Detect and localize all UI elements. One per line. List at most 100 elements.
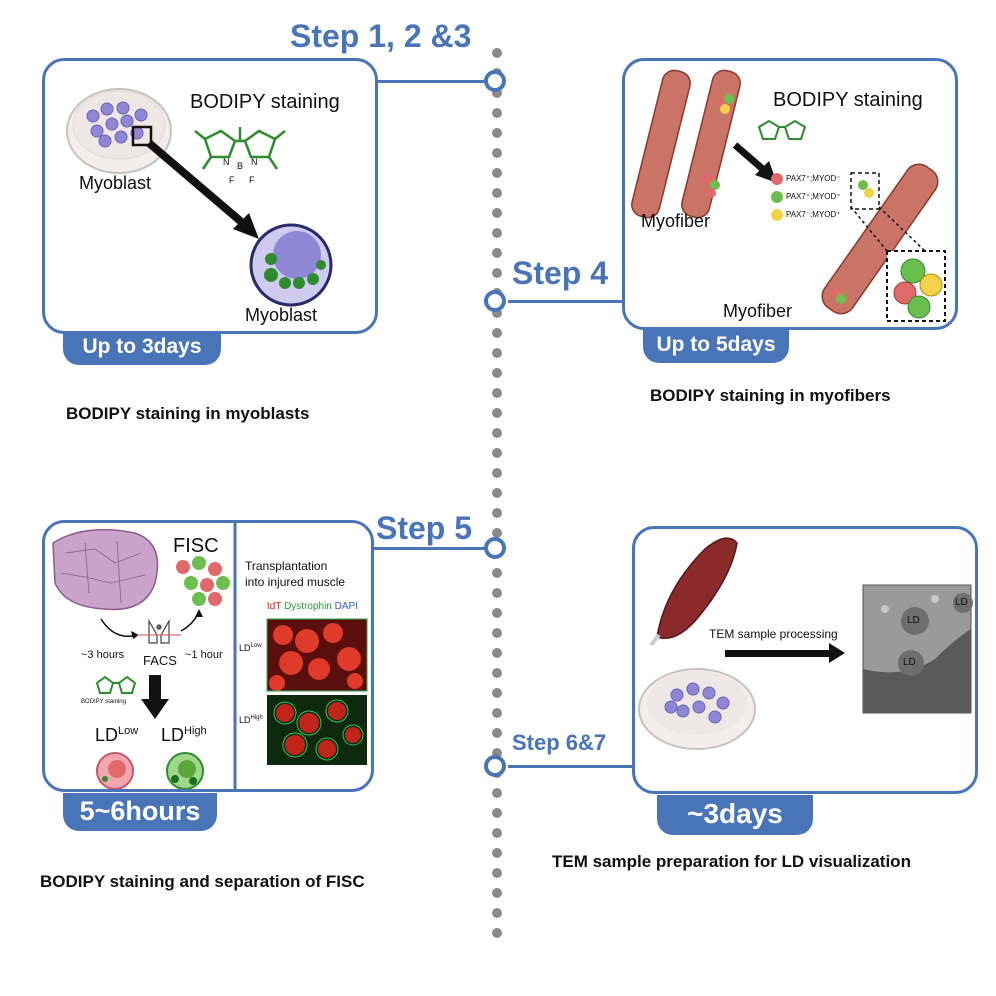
- timeline-dot: [492, 688, 502, 698]
- legend-green-dot: [771, 191, 783, 203]
- step-5-title: Step 5: [376, 510, 473, 546]
- myoblast-dish-label: Myoblast: [79, 173, 152, 193]
- ld-low-sup: Low: [118, 725, 139, 737]
- fisc-label: FISC: [173, 535, 219, 557]
- legend-label: PAX7⁺;MYOD⁺: [786, 192, 841, 202]
- connector-step-1: [378, 80, 486, 83]
- bodipy-molecule-small: [757, 119, 807, 140]
- legend-yellow-dot: [771, 209, 783, 221]
- step-4-title: Step 4: [512, 255, 609, 291]
- step-1-2-3-title: Step 1, 2 &3: [290, 18, 472, 54]
- timeline-dot: [492, 848, 502, 858]
- img-ld-low-label: LDLow: [239, 643, 262, 653]
- timeline-dot: [492, 588, 502, 598]
- duration-badge-step-1: Up to 3days: [63, 331, 221, 365]
- tem-illustration: [638, 537, 973, 750]
- fisc-cells: [176, 556, 230, 606]
- duration-badge-step-5: 5~6hours: [63, 793, 217, 831]
- timeline-node-step-6-7: [484, 755, 506, 777]
- timeline-dot: [492, 248, 502, 258]
- legend-red-dot: [771, 173, 783, 185]
- stain-tdt: tdT: [267, 601, 282, 612]
- bodipy-label: BODIPY staining: [190, 91, 340, 113]
- facs-device: [137, 618, 181, 644]
- myofiber-right: [821, 163, 939, 315]
- timeline-dot: [492, 908, 502, 918]
- timeline-dot: [492, 788, 502, 798]
- svg-text:B: B: [237, 161, 243, 171]
- img-ld-high-text: LD: [239, 715, 251, 725]
- timeline-dot: [492, 808, 502, 818]
- timeline-node-step-5: [484, 537, 506, 559]
- legend-label: PAX7⁺;MYOD⁻: [786, 174, 841, 184]
- stain-dystrophin: Dystrophin: [284, 601, 332, 612]
- timeline-dot: [492, 608, 502, 618]
- bodipy-molecule: [194, 127, 286, 170]
- svg-text:F: F: [229, 175, 235, 185]
- bodipy-small-label: BODIPY staining: [81, 699, 126, 705]
- timeline-node-step-4: [484, 290, 506, 312]
- satellite-cells-left: [702, 94, 734, 198]
- legend-label: PAX7⁻;MYOD⁺: [786, 210, 841, 220]
- timeline-dot: [492, 448, 502, 458]
- timeline-dot: [492, 748, 502, 758]
- timeline-dot: [492, 88, 502, 98]
- connector-step-5: [372, 547, 486, 550]
- svg-text:N: N: [251, 157, 258, 167]
- timeline-dot: [492, 628, 502, 638]
- timeline-dot: [492, 728, 502, 738]
- tem-ld-label-3: LD: [903, 657, 916, 668]
- timeline-dot: [492, 428, 502, 438]
- transplant-line2: into injured muscle: [245, 575, 346, 589]
- tem-processing-label: TEM sample processing: [709, 627, 838, 641]
- ld-high-text: LD: [161, 725, 185, 745]
- timeline-dot: [492, 928, 502, 938]
- timeline-dot: [492, 188, 502, 198]
- duration-badge-step-4: Up to 5days: [643, 329, 789, 363]
- caption-tem: TEM sample preparation for LD visualizat…: [552, 852, 911, 871]
- bodipy-molecule-small: [95, 675, 137, 694]
- myofiber-left-label: Myofiber: [641, 211, 711, 231]
- caption-myofibers: BODIPY staining in myofibers: [650, 386, 891, 405]
- timeline-dot: [492, 568, 502, 578]
- timeline-dot: [492, 868, 502, 878]
- myoblast-staining-illustration: N B N F F: [66, 88, 333, 307]
- legend-pax7-pos-myod-neg: PAX7⁺;MYOD⁻: [771, 173, 841, 185]
- img-ld-low-sup: Low: [250, 643, 262, 649]
- panel-myoblast-staining: N B N F F BODIPY staining Myoblast Myobl…: [42, 58, 378, 365]
- myofiber-staining-illustration: [631, 69, 946, 322]
- timeline-dot: [492, 368, 502, 378]
- timeline-dot: [492, 348, 502, 358]
- connector-step-4: [508, 300, 624, 303]
- timeline-dot: [492, 48, 502, 58]
- transplant-line1: Transplantation: [245, 559, 328, 573]
- timeline-dot: [492, 528, 502, 538]
- timeline-dotted-line: [492, 48, 502, 948]
- bodipy-label: BODIPY staining: [773, 89, 923, 111]
- muscle-icon: [656, 537, 738, 639]
- caption-fisc: BODIPY staining and separation of FISC: [40, 872, 365, 891]
- timeline-dot: [492, 268, 502, 278]
- img-ld-high-sup: High: [250, 715, 263, 721]
- caption-myoblasts: BODIPY staining in myoblasts: [66, 404, 310, 423]
- zoom-box: [131, 125, 153, 147]
- timeline-dot: [492, 468, 502, 478]
- connector-step-6-7: [508, 765, 634, 768]
- dish-cells: [86, 101, 148, 148]
- img-ld-high-label: LDHigh: [239, 715, 263, 725]
- nucleus: [273, 231, 321, 279]
- ld-low-text: LD: [95, 725, 119, 745]
- timeline-dot: [492, 308, 502, 318]
- timeline-dot: [492, 888, 502, 898]
- timeline-dot: [492, 508, 502, 518]
- ld-low-label: LDLow: [95, 725, 138, 746]
- fisc-illustration: [52, 523, 368, 789]
- legend-pax7-pos-myod-pos: PAX7⁺;MYOD⁺: [771, 191, 841, 203]
- panel-fisc-separation: FISC ~3 hours FACS ~1 hour BODIPY staini…: [42, 520, 374, 831]
- svg-text:F: F: [249, 175, 255, 185]
- timeline-dot: [492, 648, 502, 658]
- timeline-node-step-1: [484, 70, 506, 92]
- timeline-dot: [492, 148, 502, 158]
- legend-pax7-neg-myod-pos: PAX7⁻;MYOD⁺: [771, 209, 841, 221]
- timeline-dot: [492, 408, 502, 418]
